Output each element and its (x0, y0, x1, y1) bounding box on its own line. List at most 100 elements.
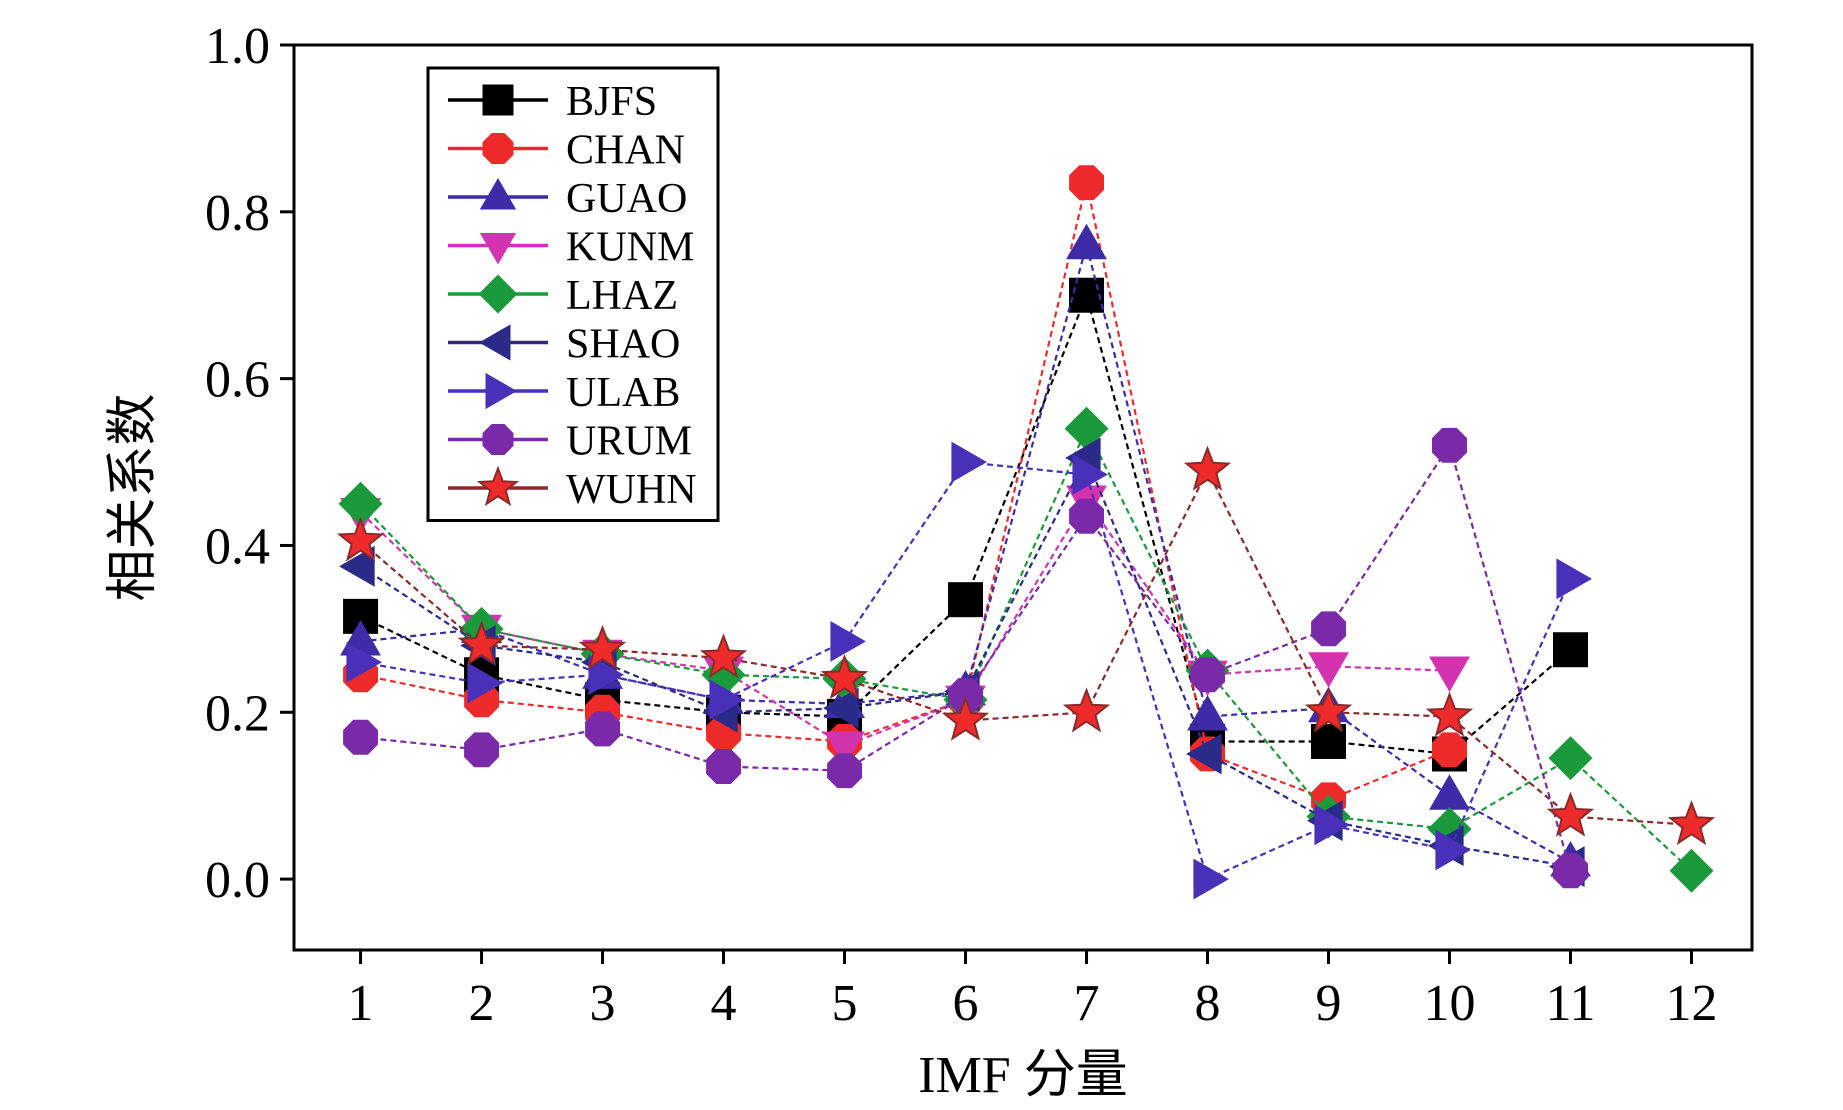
point-urum-1 (343, 719, 378, 755)
point-chan-7 (1069, 165, 1104, 201)
point-wuhn-5 (820, 653, 869, 700)
point-guao-7 (1066, 223, 1107, 260)
legend-label: WUHN (566, 467, 697, 513)
y-tick-label: 0.4 (205, 518, 270, 575)
point-ulab-3 (588, 654, 624, 696)
x-tick-label: 3 (590, 975, 616, 1032)
x-tick-label: 5 (832, 975, 858, 1032)
point-ulab-1 (346, 641, 382, 683)
legend-item-chan: CHAN (448, 128, 685, 174)
legend-marker (482, 424, 514, 455)
point-guao-8 (1187, 695, 1228, 731)
legend-label: ULAB (566, 370, 680, 416)
legend-item-ulab: ULAB (448, 370, 680, 416)
point-ulab-8 (1193, 858, 1229, 900)
point-ulab-10 (1435, 829, 1471, 871)
legend-marker (479, 177, 517, 210)
y-axis-title: 相关系数 (105, 393, 162, 601)
point-shao-5 (823, 687, 859, 729)
point-kunm-10 (1429, 656, 1470, 692)
plot-frame (292, 43, 1754, 952)
point-urum-8 (1190, 657, 1225, 693)
point-chan-10 (1432, 732, 1467, 768)
point-wuhn-3 (578, 624, 627, 670)
x-tick-label: 4 (711, 975, 737, 1032)
point-wuhn-11 (1546, 791, 1595, 837)
legend-item-wuhn: WUHN (448, 465, 697, 513)
point-guao-10 (1429, 774, 1470, 810)
point-wuhn-10 (1425, 691, 1474, 737)
point-ulab-7 (1072, 454, 1108, 495)
x-tick-label: 1 (348, 975, 374, 1032)
legend-label: CHAN (566, 128, 685, 174)
y-tick-label: 0.0 (205, 852, 270, 909)
point-urum-5 (827, 753, 862, 789)
series-line-chan (360, 182, 1450, 802)
series-line-wuhn (359, 467, 1692, 826)
x-axis-title: IMF 分量 (918, 1047, 1127, 1104)
point-urum-10 (1432, 427, 1467, 463)
x-tick-label: 11 (1545, 975, 1595, 1032)
point-urum-2 (464, 732, 499, 768)
series-layer (336, 165, 1716, 900)
point-ulab-9 (1314, 804, 1350, 846)
legend-item-bjfs: BJFS (448, 79, 657, 125)
point-bjfs-6 (948, 582, 984, 618)
point-wuhn-1 (336, 516, 385, 562)
x-tick-label: 6 (953, 975, 979, 1032)
legend-marker (482, 133, 514, 164)
series-wuhn (336, 445, 1716, 846)
legend-label: SHAO (566, 322, 680, 368)
series-line-ulab (360, 460, 1572, 881)
point-kunm-5 (824, 731, 865, 768)
series-line-bjfs (360, 291, 1572, 756)
point-wuhn-6 (941, 695, 990, 741)
legend-marker (479, 233, 517, 265)
legend-item-shao: SHAO (448, 322, 680, 368)
y-tick-label: 1.0 (205, 18, 270, 75)
series-line-lhaz (359, 426, 1693, 872)
legend-marker (482, 84, 514, 116)
legend-label: KUNM (566, 225, 694, 271)
legend-item-lhaz: LHAZ (448, 273, 678, 319)
point-wuhn-9 (1304, 687, 1353, 733)
legend-label: URUM (566, 419, 692, 465)
legend-label: BJFS (566, 79, 657, 125)
legend-item-urum: URUM (448, 419, 692, 465)
point-wuhn-2 (457, 620, 506, 666)
x-tick-label: 8 (1195, 975, 1221, 1032)
legend-item-kunm: KUNM (448, 225, 694, 271)
point-wuhn-12 (1667, 799, 1716, 846)
y-tick-label: 0.8 (205, 185, 270, 242)
point-urum-3 (585, 711, 620, 747)
legend-marker (476, 465, 520, 507)
point-ulab-4 (709, 679, 745, 721)
legend-item-guao: GUAO (448, 176, 687, 222)
point-ulab-5 (830, 620, 866, 662)
point-wuhn-7 (1062, 687, 1111, 733)
series-kunm (340, 485, 1470, 768)
legend-marker (478, 324, 511, 361)
x-tick-label: 9 (1316, 975, 1342, 1032)
y-tick-label: 0.2 (205, 685, 270, 742)
x-tick-label: 7 (1074, 975, 1100, 1032)
series-line-kunm (359, 497, 1450, 747)
series-ulab (346, 441, 1592, 900)
point-lhaz-12 (1669, 848, 1714, 893)
point-lhaz-11 (1548, 736, 1593, 781)
point-wuhn-4 (699, 633, 748, 679)
point-urum-11 (1553, 853, 1588, 889)
x-tick-label: 12 (1666, 975, 1718, 1032)
point-shao-1 (339, 545, 375, 587)
point-lhaz-7 (1064, 406, 1109, 451)
point-ulab-2 (467, 662, 503, 704)
point-shao-8 (1186, 733, 1222, 775)
point-urum-9 (1311, 611, 1346, 647)
point-bjfs-7 (1069, 277, 1105, 313)
point-kunm-9 (1308, 652, 1349, 688)
point-ulab-6 (951, 441, 987, 483)
legend-label: LHAZ (566, 273, 678, 319)
